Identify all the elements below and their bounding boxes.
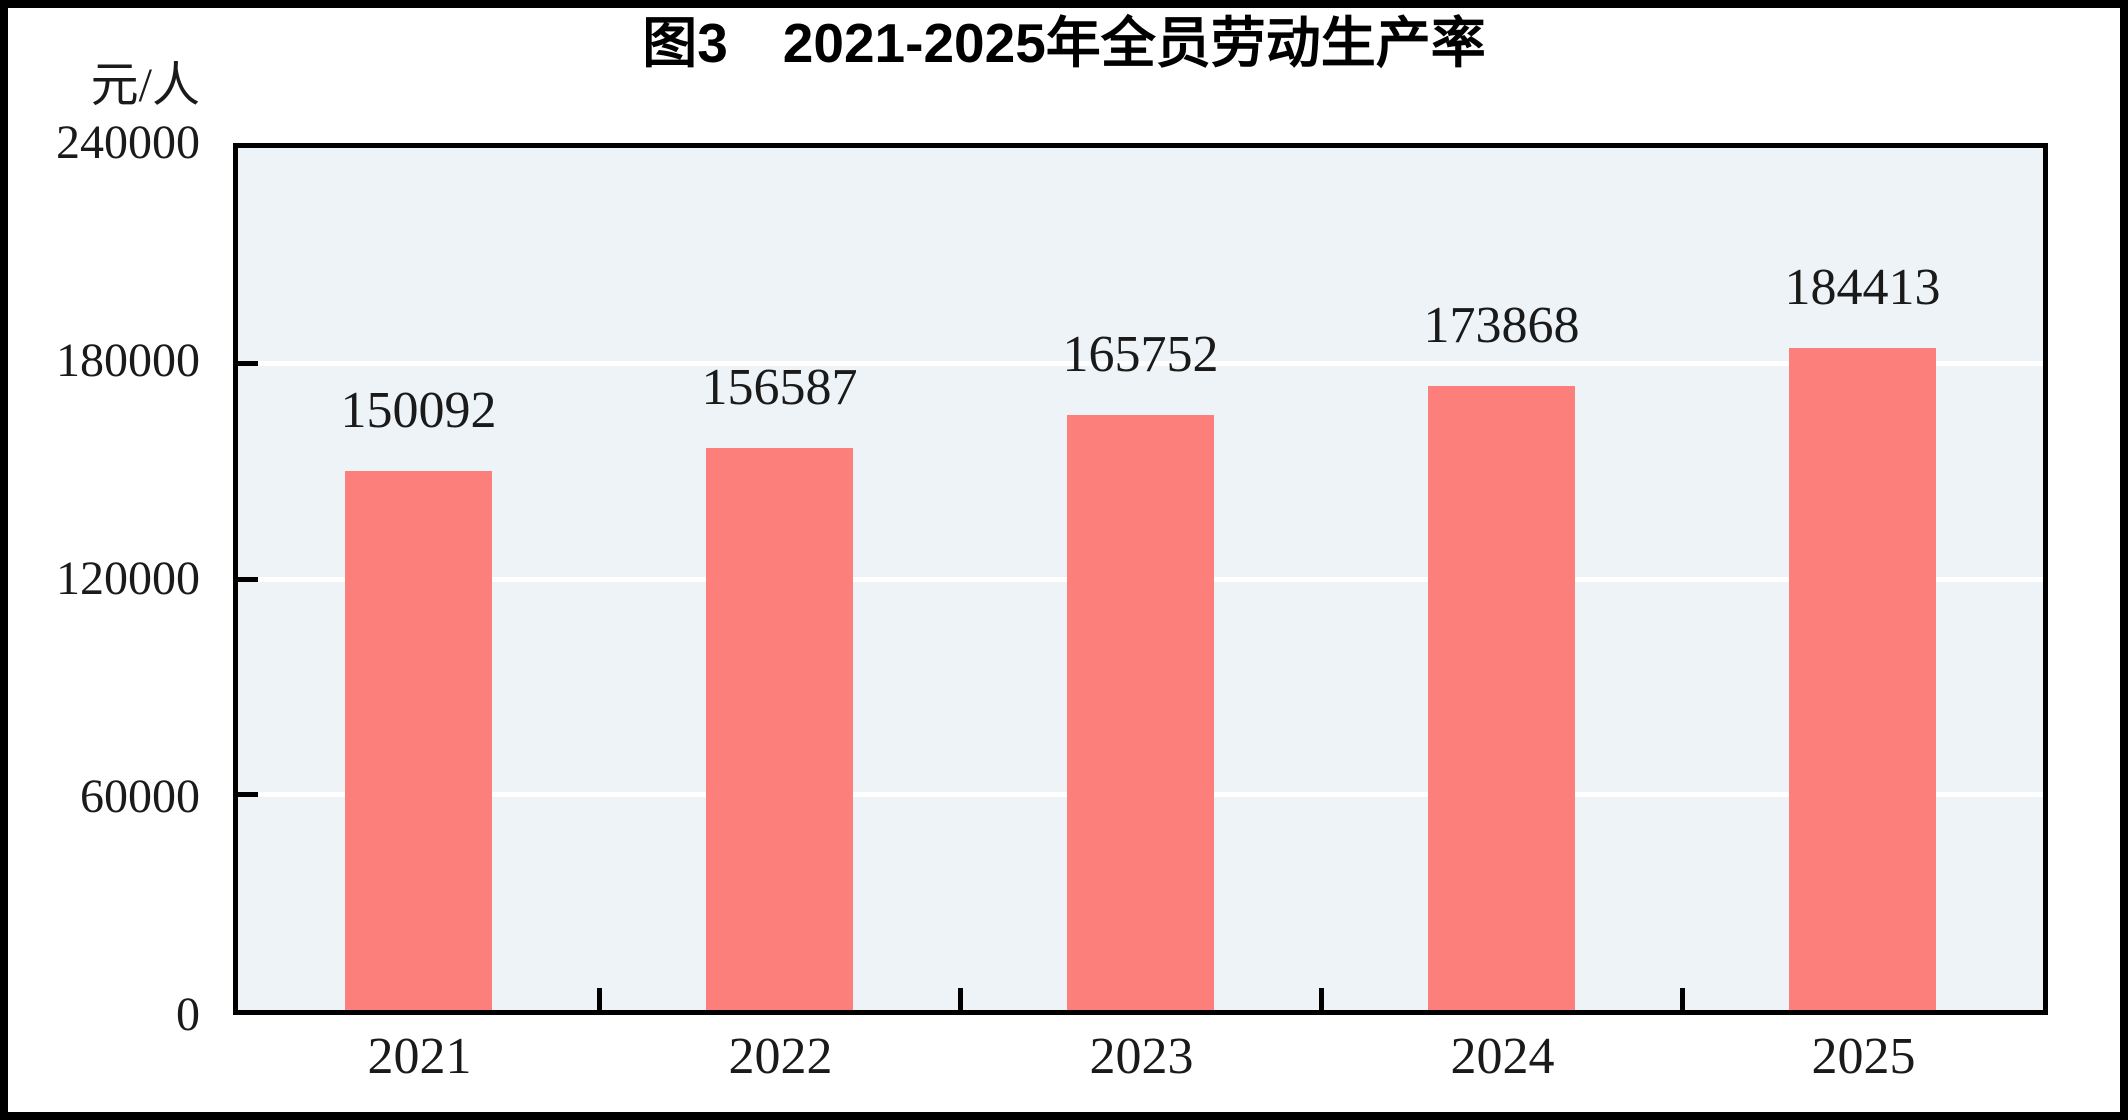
chart-title: 图3 2021-2025年全员劳动生产率 [642,12,1486,74]
y-axis-tick-180000 [238,361,258,366]
bar-2024 [1428,385,1575,1010]
bar-2022 [706,447,853,1010]
bar-value-label-2024: 173868 [1423,296,1580,354]
bar-2021 [345,470,492,1010]
plot-area [233,143,2048,1015]
gridline-180000 [238,361,2043,366]
y-axis-unit-label: 元/人 [90,59,200,112]
y-tick-label-120000: 120000 [56,552,200,605]
bar-2025 [1789,347,1936,1010]
x-category-label-2021: 2021 [367,1028,472,1085]
y-tick-label-60000: 60000 [80,770,200,823]
x-axis-boundary-tick-4 [1679,988,1685,1010]
bar-value-label-2025: 184413 [1784,258,1941,316]
x-category-label-2022: 2022 [728,1028,833,1085]
x-category-label-2024: 2024 [1450,1028,1555,1085]
x-axis-boundary-tick-2 [957,988,963,1010]
y-axis-tick-120000 [238,576,258,582]
bar-value-label-2023: 165752 [1062,325,1219,383]
y-axis-tick-60000 [238,792,258,797]
bar-2023 [1067,414,1214,1010]
y-tick-label-180000: 180000 [56,334,200,387]
bar-value-label-2021: 150092 [340,381,497,439]
y-tick-label-0: 0 [176,988,200,1041]
x-category-label-2023: 2023 [1089,1028,1194,1085]
bar-value-label-2022: 156587 [701,358,858,416]
x-category-label-2025: 2025 [1811,1028,1916,1085]
y-tick-label-240000: 240000 [56,116,200,169]
x-axis-boundary-tick-1 [596,988,602,1010]
x-axis-boundary-tick-3 [1318,988,1324,1010]
